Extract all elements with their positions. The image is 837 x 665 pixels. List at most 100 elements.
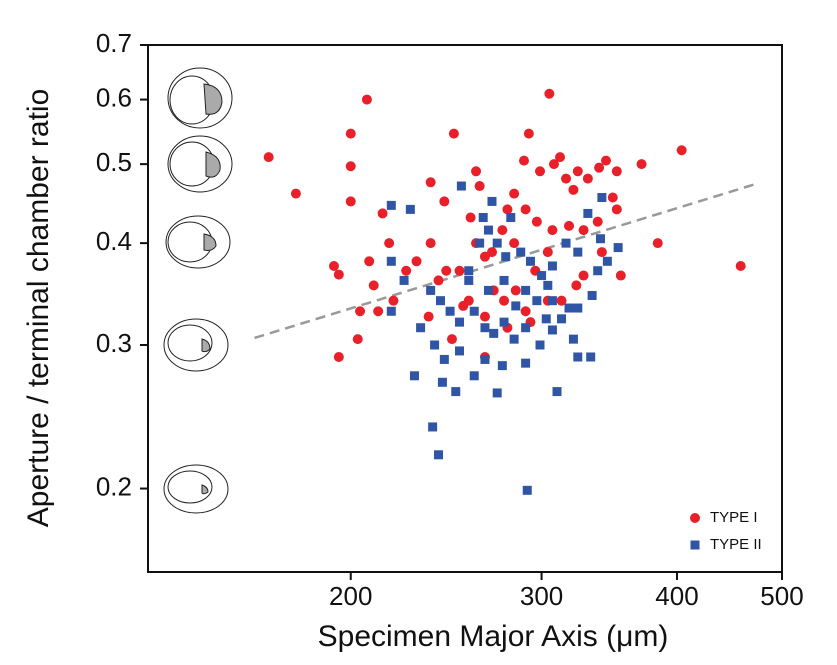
legend-label: TYPE II	[710, 536, 762, 553]
point	[471, 166, 482, 177]
point	[499, 295, 510, 306]
point	[535, 340, 545, 350]
point	[478, 213, 488, 223]
point	[596, 247, 607, 258]
point	[521, 323, 531, 333]
point	[652, 238, 663, 249]
point	[388, 295, 399, 306]
point	[593, 266, 603, 276]
x-tick-label: 400	[655, 581, 698, 611]
point	[352, 334, 363, 345]
legend-marker	[690, 513, 700, 523]
point	[572, 166, 583, 177]
point	[555, 152, 566, 163]
y-tick-label: 0.6	[96, 82, 132, 112]
shell-icons	[163, 67, 233, 514]
point	[386, 256, 396, 266]
point	[469, 306, 479, 316]
point	[290, 188, 301, 199]
point	[333, 269, 344, 280]
point	[537, 271, 547, 281]
point	[542, 247, 553, 258]
point	[522, 485, 532, 495]
point	[547, 261, 557, 271]
point	[568, 184, 579, 195]
point	[586, 352, 596, 362]
point	[548, 159, 559, 170]
point	[451, 387, 461, 397]
point	[578, 270, 589, 281]
point	[361, 94, 372, 105]
point	[333, 351, 344, 362]
point	[345, 128, 356, 139]
point	[676, 145, 687, 156]
point	[573, 303, 583, 313]
point	[597, 193, 607, 203]
point	[600, 155, 611, 166]
point	[480, 323, 490, 333]
point	[439, 196, 450, 207]
point	[520, 306, 531, 317]
point	[636, 159, 647, 170]
point	[475, 238, 485, 248]
point	[592, 216, 603, 227]
point	[509, 334, 519, 344]
point	[509, 188, 520, 199]
point	[446, 334, 457, 345]
point	[611, 204, 622, 215]
x-axis-label: Specimen Major Axis (μm)	[318, 620, 669, 653]
y-tick-label: 0.3	[96, 328, 132, 358]
y-tick-label: 0.2	[96, 471, 132, 501]
point	[607, 192, 618, 203]
point	[595, 234, 605, 244]
point	[434, 450, 444, 460]
point	[373, 306, 384, 317]
point	[384, 238, 395, 249]
point	[428, 422, 438, 432]
point	[423, 311, 434, 322]
point	[454, 265, 465, 276]
point	[425, 177, 436, 188]
point	[464, 266, 474, 276]
point	[532, 296, 542, 306]
point	[355, 306, 366, 317]
point	[516, 247, 526, 257]
point	[426, 285, 436, 295]
point	[499, 317, 509, 327]
point	[345, 196, 356, 207]
point	[474, 181, 485, 192]
point	[445, 306, 455, 316]
point	[455, 346, 465, 356]
point	[502, 204, 513, 215]
point	[345, 161, 356, 172]
legend-marker	[690, 540, 700, 550]
point	[523, 128, 534, 139]
point	[364, 256, 375, 267]
point	[573, 352, 583, 362]
point	[386, 200, 396, 210]
point	[469, 371, 479, 381]
point	[571, 280, 582, 291]
point	[510, 285, 521, 296]
point	[573, 247, 583, 257]
y-tick-label: 0.4	[96, 226, 132, 256]
point	[465, 212, 476, 223]
point	[405, 204, 415, 214]
legend-label: TYPE I	[710, 509, 758, 526]
point	[541, 314, 551, 324]
point	[479, 311, 490, 322]
point	[556, 295, 567, 306]
point	[409, 371, 419, 381]
point	[480, 354, 490, 364]
point	[615, 270, 626, 281]
point	[425, 238, 436, 249]
point	[552, 387, 562, 397]
point	[464, 275, 474, 285]
point	[489, 328, 499, 338]
x-tick-label: 300	[520, 581, 563, 611]
point	[543, 280, 553, 290]
point	[518, 155, 529, 166]
plot-frame	[147, 44, 783, 573]
point	[520, 204, 531, 215]
point	[564, 220, 575, 231]
